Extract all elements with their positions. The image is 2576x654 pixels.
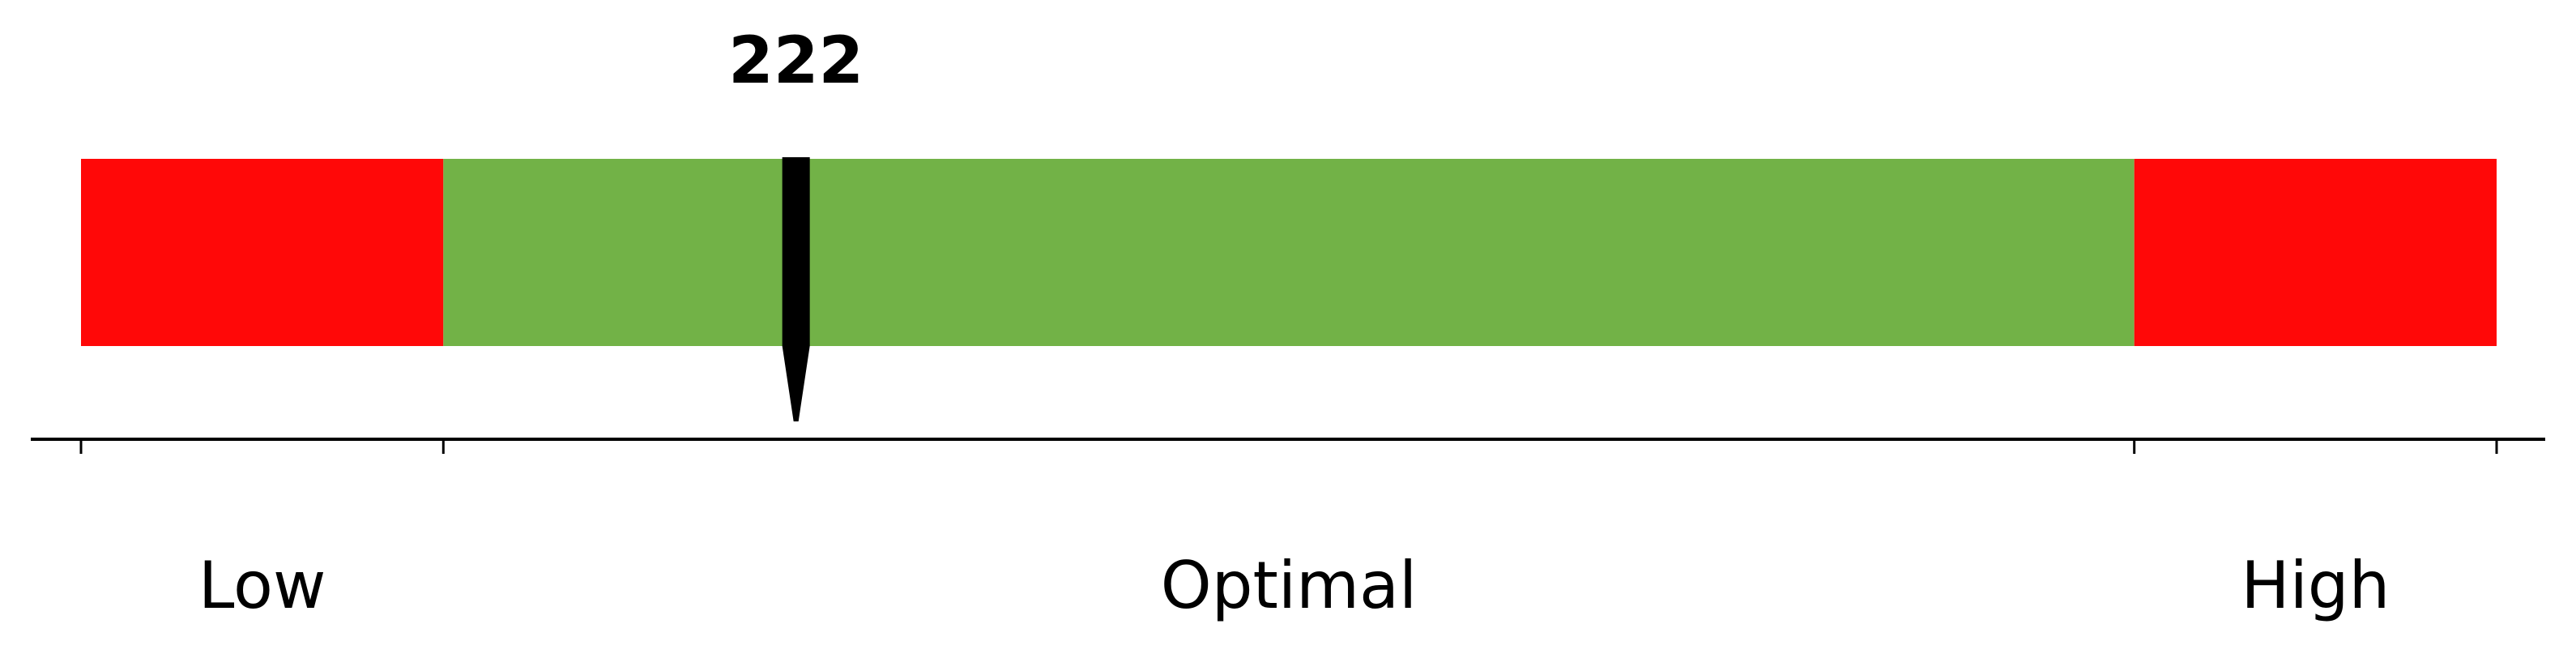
band-high xyxy=(2134,159,2497,346)
value-marker-needle xyxy=(782,157,810,421)
band-low xyxy=(81,159,444,346)
labels-layer: Low Optimal High xyxy=(198,548,2390,623)
band-label-optimal: Optimal xyxy=(1161,548,1418,623)
band-label-low: Low xyxy=(198,548,326,623)
value-label: 222 xyxy=(728,23,864,98)
band-optimal xyxy=(443,159,2135,346)
bands-layer xyxy=(81,159,2497,346)
ticks-layer xyxy=(79,439,2498,454)
marker-layer xyxy=(782,157,810,421)
band-label-high: High xyxy=(2241,548,2390,623)
